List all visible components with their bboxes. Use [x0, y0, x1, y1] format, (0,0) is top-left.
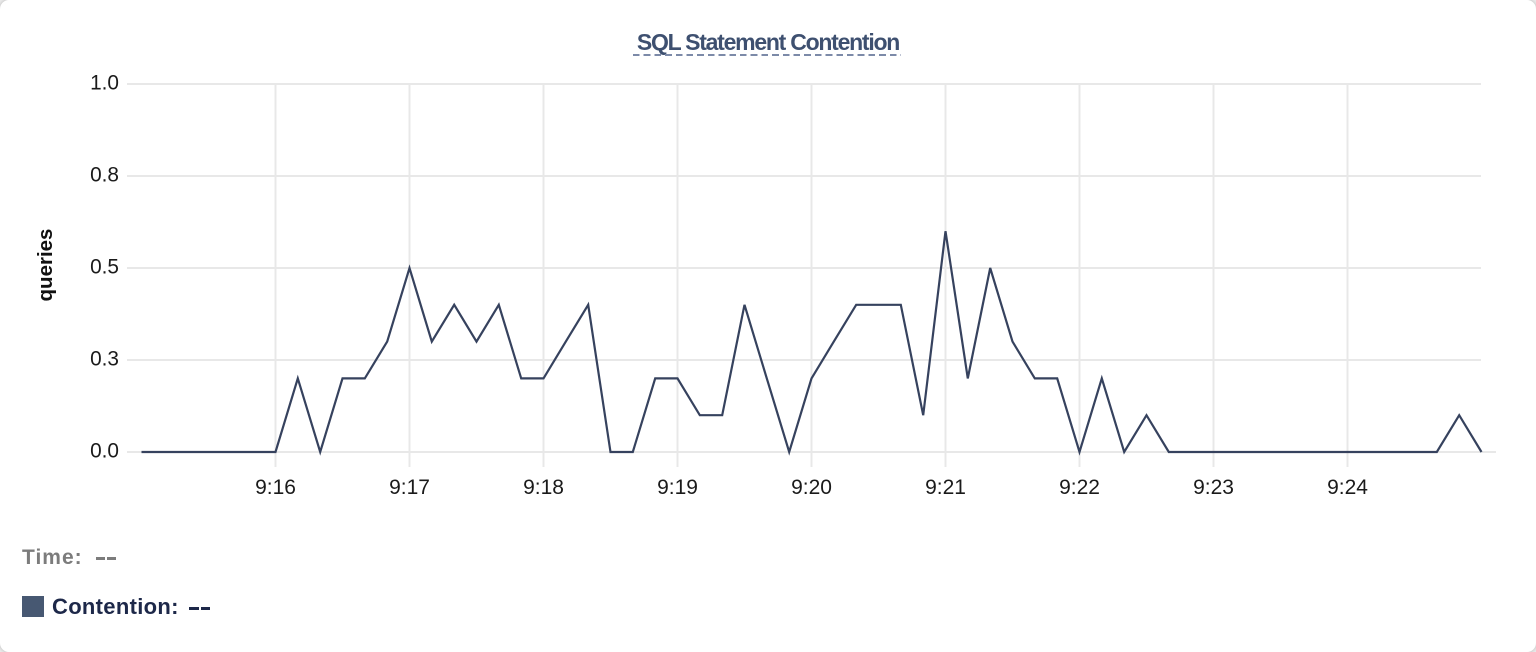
svg-text:9:22: 9:22 [1059, 476, 1100, 499]
svg-text:9:16: 9:16 [255, 476, 296, 499]
svg-text:9:23: 9:23 [1193, 476, 1234, 499]
svg-text:9:17: 9:17 [389, 476, 430, 499]
svg-text:9:21: 9:21 [925, 476, 966, 499]
svg-text:1.0: 1.0 [90, 72, 119, 95]
svg-text:0.3: 0.3 [90, 348, 119, 371]
svg-text:queries: queries [34, 229, 57, 302]
svg-text:0.0: 0.0 [90, 440, 119, 463]
svg-text:9:18: 9:18 [523, 476, 564, 499]
svg-text:0.5: 0.5 [90, 256, 119, 279]
svg-text:0.8: 0.8 [90, 164, 119, 187]
svg-text:9:20: 9:20 [791, 476, 832, 499]
svg-text:9:19: 9:19 [657, 476, 698, 499]
svg-text:9:24: 9:24 [1327, 476, 1368, 499]
